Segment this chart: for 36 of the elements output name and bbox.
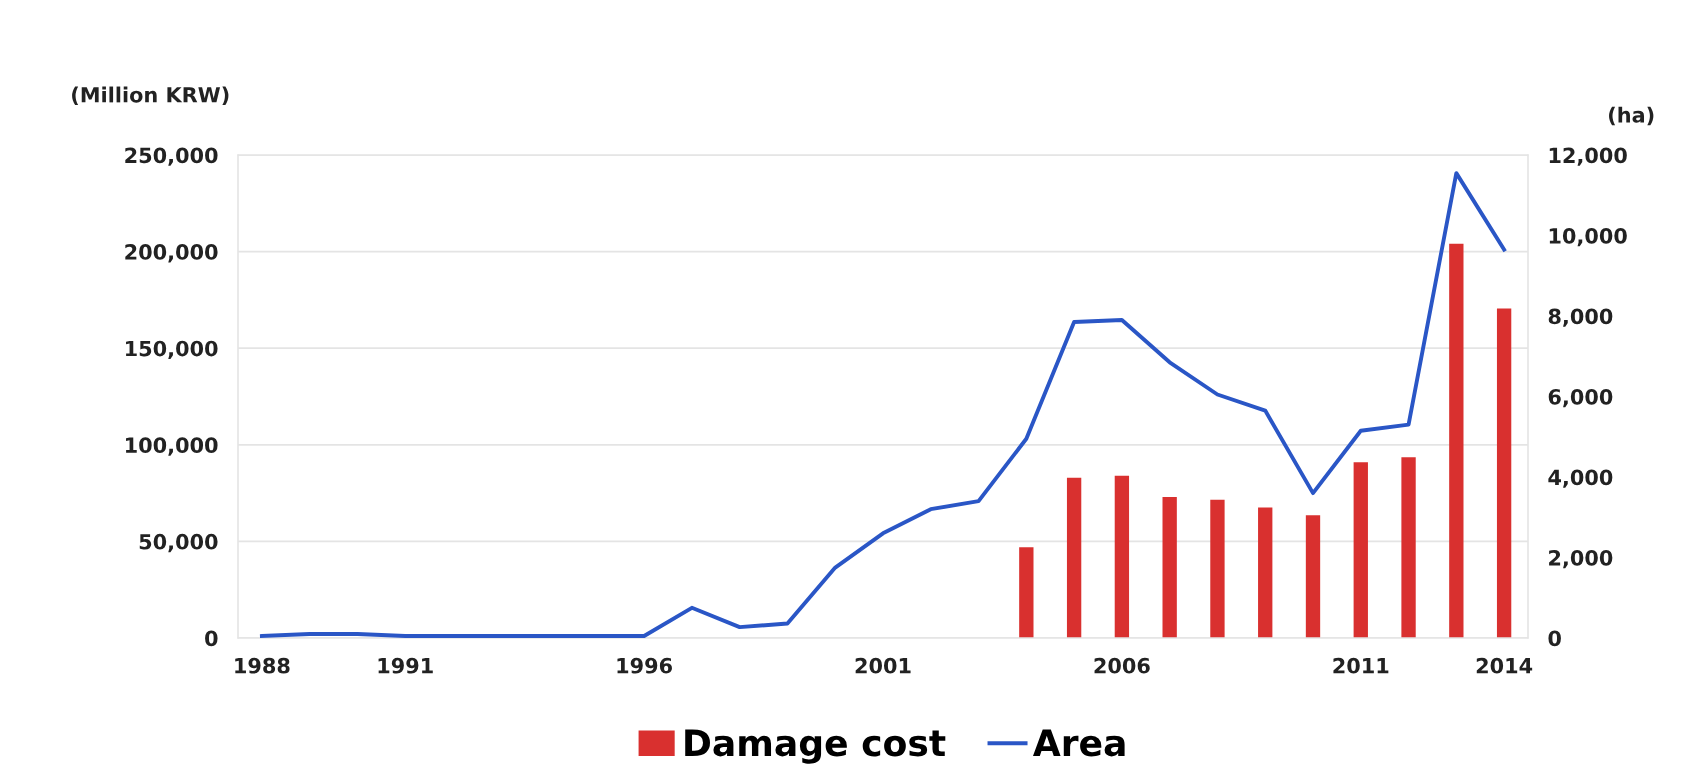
y-tick-label: 200,000 <box>125 244 218 263</box>
bar <box>1305 515 1321 638</box>
x-tick-label: 2011 <box>1333 657 1389 674</box>
y-tick-label: 100,000 <box>126 437 218 456</box>
y-tick-label: 0 <box>205 630 218 647</box>
bar <box>1401 457 1416 638</box>
y2-tick-label: 2,000 <box>1549 549 1613 569</box>
y2-tick-label: 4,000 <box>1548 469 1613 488</box>
bar <box>1114 475 1130 638</box>
bar <box>1258 507 1273 638</box>
x-tick-label: 1991 <box>378 657 433 674</box>
y-tick-label: 50,000 <box>139 533 218 553</box>
x-tick-label: 2014 <box>1476 657 1533 674</box>
bar <box>1162 496 1177 638</box>
bar <box>1353 462 1368 638</box>
x-tick-label: 2001 <box>855 657 911 674</box>
x-tick-label: 1988 <box>235 657 290 674</box>
bar <box>1210 499 1225 638</box>
y2-tick-label: 12,000 <box>1549 147 1627 166</box>
y2-axis-title: (ha) <box>1609 106 1654 126</box>
legend-label: Damage cost <box>685 729 946 764</box>
y2-tick-label: 0 <box>1548 630 1561 647</box>
y2-tick-label: 8,000 <box>1548 308 1613 327</box>
x-tick-label: 1996 <box>617 657 672 674</box>
bar <box>1496 308 1512 638</box>
x-tick-label: 2006 <box>1094 657 1150 674</box>
y2-tick-label: 6,000 <box>1548 388 1613 408</box>
legend-label: Area <box>1032 729 1125 757</box>
y-axis-title: (Million KRW) <box>72 86 229 106</box>
bar <box>1066 477 1082 638</box>
y-tick-label: 250,000 <box>125 147 218 166</box>
line-series <box>259 171 1507 638</box>
bar <box>1449 243 1464 638</box>
y-tick-label: 150,000 <box>126 340 218 360</box>
bar <box>1019 547 1034 638</box>
y2-tick-label: 10,000 <box>1549 227 1627 247</box>
